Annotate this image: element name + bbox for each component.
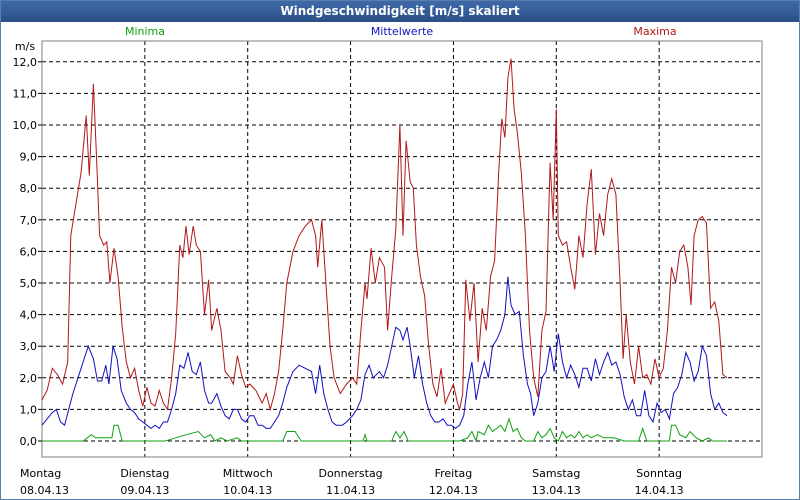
y-tick-label-9: 9,0	[20, 151, 38, 164]
grid-lines	[42, 41, 762, 457]
series-line-minima	[42, 417, 727, 443]
y-tick-label-11: 11,0	[13, 87, 38, 100]
y-tick-label-3: 3,0	[20, 340, 38, 353]
x-axis-day-labels: Montag 08.04.13 Dienstag 09.04.13 Mittwoch 10…	[20, 467, 684, 497]
plot-area-border	[41, 40, 763, 458]
legend-maxima: Maxima	[633, 25, 676, 38]
x-date-label-3: 11.04.13	[326, 484, 375, 497]
y-tick-label-1: 1,0	[20, 403, 38, 416]
window-title: Windgeschwindigkeit [m/s] skaliert	[1, 1, 799, 22]
x-date-label-6: 14.04.13	[635, 484, 684, 497]
series-lines	[41, 58, 728, 443]
y-tick-label-12: 12,0	[13, 56, 38, 69]
y-tick-label-0: 0,0	[20, 435, 38, 448]
x-date-label-2: 10.04.13	[223, 484, 272, 497]
x-date-label-1: 09.04.13	[120, 484, 169, 497]
x-day-label-3: Donnerstag	[318, 467, 382, 480]
series-line-maxima	[41, 58, 728, 412]
y-tick-label-2: 2,0	[20, 372, 38, 385]
x-date-label-5: 13.04.13	[532, 484, 581, 497]
x-day-label-4: Freitag	[435, 467, 473, 480]
series-line-mittel	[41, 276, 728, 430]
y-tick-label-6: 6,0	[20, 245, 38, 258]
x-day-label-1: Dienstag	[120, 467, 169, 480]
y-tick-label-8: 8,0	[20, 182, 38, 195]
y-tick-label-10: 10,0	[13, 119, 38, 132]
x-day-label-6: Sonntag	[636, 467, 682, 480]
legend-mittelwerte: Mittelwerte	[371, 25, 434, 38]
x-day-label-0: Montag	[20, 467, 61, 480]
x-date-label-0: 08.04.13	[20, 484, 69, 497]
y-tick-label-7: 7,0	[20, 214, 38, 227]
y-axis-unit-label: m/s	[15, 40, 35, 53]
y-axis-ticks: 0,0 1,0 2,0 3,0 4,0 5,0 6,0 7,0 8,0 9,0 10,0 11,0 12…	[13, 56, 42, 448]
legend-minima: Minima	[125, 25, 165, 38]
x-date-label-4: 12.04.13	[429, 484, 478, 497]
x-day-label-2: Mittwoch	[223, 467, 273, 480]
y-tick-label-4: 4,0	[20, 309, 38, 322]
x-day-label-5: Samstag	[532, 467, 580, 480]
y-tick-label-5: 5,0	[20, 277, 38, 290]
